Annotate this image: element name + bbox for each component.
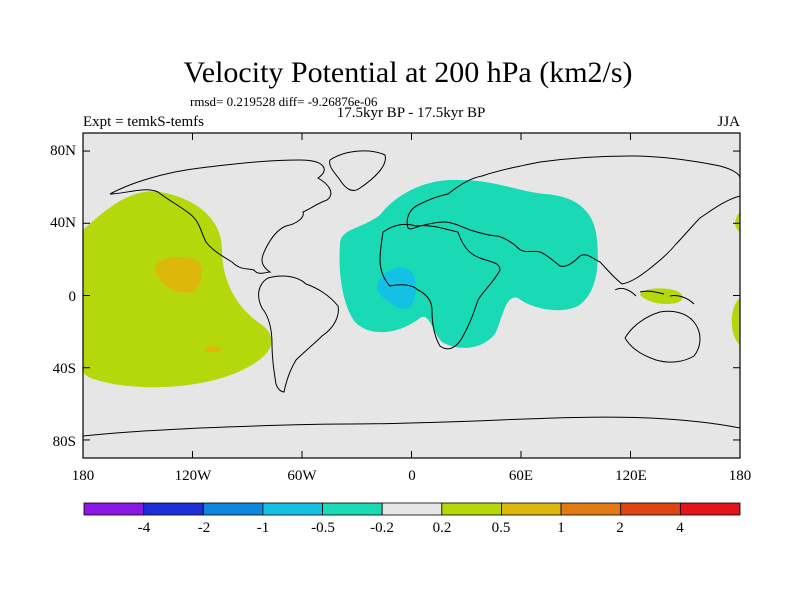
colorbar-label: -1 (257, 520, 270, 536)
colorbar-label: 0.2 (433, 520, 452, 536)
x-tick-label: 180 (72, 468, 95, 484)
coastline-south-america (258, 275, 339, 393)
colorbar-label: 2 (616, 520, 624, 536)
season-label: JJA (717, 114, 740, 130)
date-line-east-positive-edge-lower (731, 298, 740, 345)
y-tick-label: 40N (50, 215, 76, 231)
coastline-eurasia (406, 155, 740, 285)
colorbar-labels: -4 -2 -1 -0.5 -0.2 0.2 0.5 1 2 4 (138, 520, 685, 536)
colorbar-label: 0.5 (492, 520, 511, 536)
x-tick-label: 0 (408, 468, 416, 484)
y-tick-label: 80S (53, 434, 76, 450)
colorbar-swatch (83, 502, 145, 516)
colorbar (83, 502, 741, 516)
colorbar-label: 1 (557, 520, 565, 536)
colorbar-label: -0.2 (370, 520, 394, 536)
colorbar-swatch (262, 502, 323, 516)
pacific-positive-core (155, 256, 203, 293)
colorbar-swatch (322, 502, 383, 516)
y-tick-label: 40S (53, 361, 76, 377)
x-tick-label: 120W (175, 468, 213, 484)
period-label: 17.5kyr BP - 17.5kyr BP (337, 105, 486, 121)
gulf-of-guinea-negative-core (376, 267, 416, 309)
x-axis-labels: 180 120W 60W 0 60E 120E 180 (72, 468, 752, 484)
coastline-north-america (109, 159, 332, 274)
colorbar-swatch (679, 502, 741, 516)
colorbar-label: -2 (198, 520, 211, 536)
y-tick-label: 0 (69, 289, 77, 305)
y-tick-label: 80N (50, 143, 76, 159)
experiment-label: Expt = temkS-temfs (83, 114, 204, 130)
colorbar-label: -4 (138, 520, 151, 536)
colorbar-swatch (381, 502, 443, 516)
colorbar-swatch (560, 502, 622, 516)
x-tick-label: 60W (287, 468, 317, 484)
coastline-greenland (329, 150, 386, 191)
axis-ticks (82, 133, 741, 458)
date-line-east-positive-edge-upper (735, 212, 740, 232)
coastline-australia (624, 310, 701, 363)
coastlines (83, 150, 740, 437)
coastline-africa (379, 223, 501, 350)
maritime-continent-positive-region (640, 288, 683, 305)
coastline-maritime-continent (614, 287, 695, 305)
colorbar-swatch (620, 502, 681, 516)
x-tick-label: 60E (509, 468, 533, 484)
x-tick-label: 120E (615, 468, 647, 484)
colorbar-swatch (202, 502, 264, 516)
stats-line: rmsd= 0.219528 diff= -9.26876e-06 (190, 94, 378, 109)
contour-fills (83, 179, 740, 388)
pacific-small-positive-core (205, 346, 222, 353)
y-axis-labels: 80N 40N 0 40S 80S (50, 143, 76, 450)
colorbar-label: -0.5 (311, 520, 335, 536)
colorbar-swatch (143, 502, 204, 516)
colorbar-swatch (441, 502, 502, 516)
coastline-antarctica (83, 416, 740, 437)
colorbar-swatch (501, 502, 562, 516)
x-tick-label: 180 (729, 468, 752, 484)
chart-title: Velocity Potential at 200 hPa (km2/s) (183, 56, 632, 89)
colorbar-label: 4 (676, 520, 684, 536)
